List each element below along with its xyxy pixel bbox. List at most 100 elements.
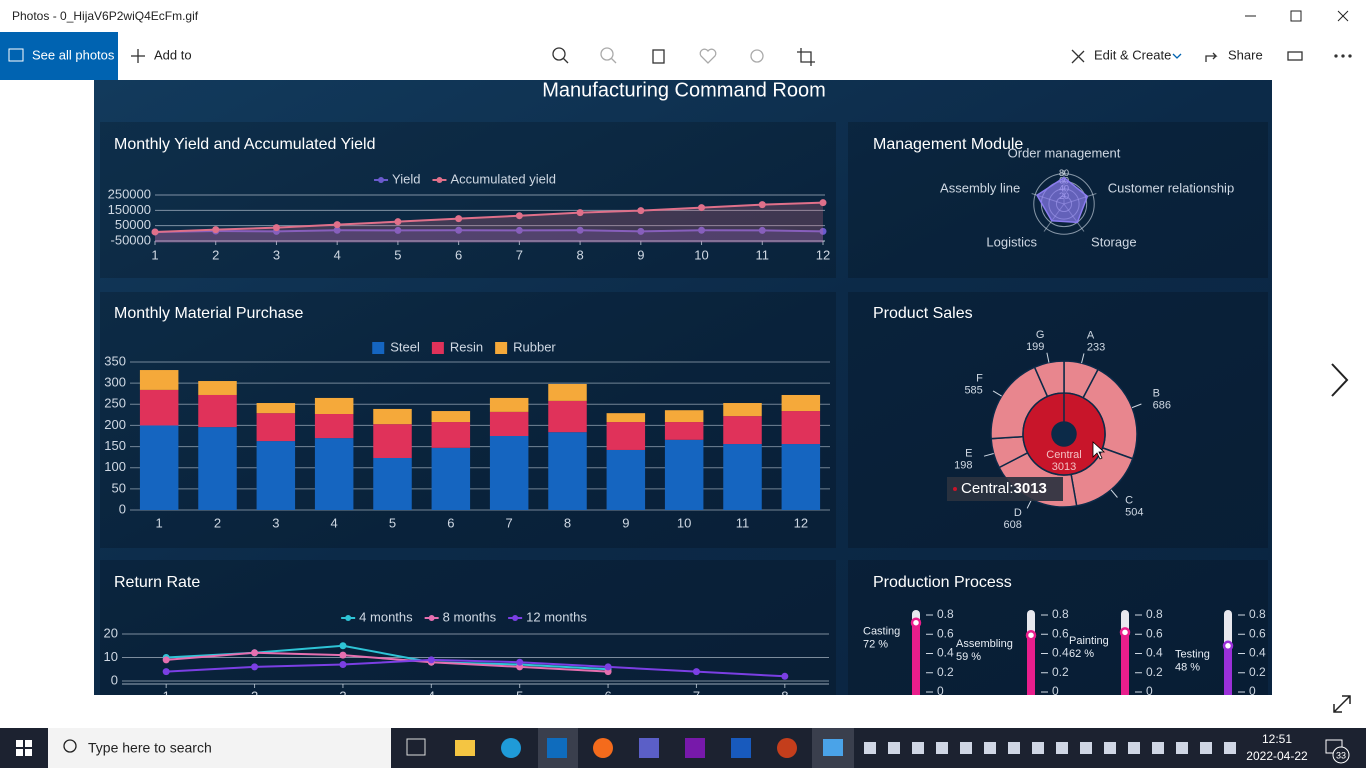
x-tick-label: 7 <box>516 247 523 262</box>
segment-value: 199 <box>1026 341 1044 353</box>
gauge-fill <box>912 622 920 695</box>
y-tick-label: 200 <box>104 417 126 432</box>
start-button[interactable] <box>16 740 32 756</box>
bar-segment <box>606 422 646 450</box>
segment-value: 233 <box>1087 342 1105 354</box>
legend-marker <box>345 615 352 621</box>
segment-value: 686 <box>1153 400 1171 412</box>
legend-swatch <box>372 342 385 354</box>
bar-segment <box>314 438 354 510</box>
segment-name: A <box>1087 330 1095 342</box>
bar-segment <box>198 427 237 510</box>
tooltip <box>947 477 1063 501</box>
search-placeholder[interactable]: Type here to search <box>88 740 212 756</box>
legend-item: Accumulated yield <box>432 171 556 186</box>
bar-segment <box>198 381 237 395</box>
gauge-tick-label: 0.2 <box>937 665 954 679</box>
bar-segment <box>489 436 529 510</box>
bar-segment <box>256 441 296 510</box>
bar-segment <box>139 425 179 510</box>
x-tick-label: 3 <box>339 688 346 703</box>
label-leader <box>1131 403 1142 409</box>
gauge-tick-label: 0.2 <box>1146 665 1163 679</box>
legend-item: Steel <box>372 339 420 354</box>
y-tick-label: 0 <box>111 672 118 687</box>
legend: Steel Resin Rubber <box>372 339 556 354</box>
bar-segment <box>723 444 762 510</box>
y-tick-label: 150000 <box>108 202 151 217</box>
gauge-tick-label: 0.2 <box>1249 665 1266 679</box>
toolbar-icons[interactable] <box>131 47 1352 66</box>
data-point <box>637 207 645 215</box>
gauge-marker <box>910 617 922 628</box>
x-tick-label: 11 <box>736 515 750 530</box>
chart-title: Return Rate <box>114 574 200 591</box>
x-tick-label: 3 <box>273 247 280 262</box>
bar-segment <box>431 447 471 510</box>
legend-item: 8 months <box>424 609 497 624</box>
segment-value: 608 <box>1003 519 1021 531</box>
gauge-tick-label: 0.4 <box>937 646 954 660</box>
segment-name: E <box>965 447 972 459</box>
edit-create-label[interactable]: Edit & Create <box>1094 47 1171 62</box>
x-tick-label: 9 <box>637 247 644 262</box>
data-point <box>515 226 523 234</box>
window-title: Photos - 0_HijaV6P2wiQ4EcFm.gif <box>12 9 199 23</box>
segment-name: B <box>1153 388 1160 400</box>
y-tick-label: 150 <box>104 438 126 453</box>
legend-label: Steel <box>390 339 420 354</box>
see-all-button[interactable] <box>0 32 118 80</box>
gauge-tick-label: 0 <box>1146 684 1153 698</box>
see-all-label[interactable]: See all photos <box>32 47 115 62</box>
search-box[interactable] <box>48 728 391 768</box>
data-point <box>758 226 766 234</box>
gauge-name: Assembling <box>956 638 1013 650</box>
bar-segment <box>489 411 529 436</box>
y-tick-label: 300 <box>104 375 126 390</box>
add-to-label[interactable]: Add to <box>154 47 192 62</box>
taskbar-apps[interactable] <box>406 728 1236 768</box>
x-tick-label: 8 <box>576 247 583 262</box>
data-point <box>516 658 524 666</box>
y-tick-label: 100 <box>104 459 126 474</box>
bar-segment <box>548 383 587 401</box>
data-point <box>698 226 706 234</box>
gauge-tick-label: 0.6 <box>937 626 954 640</box>
bar-segment <box>606 449 646 510</box>
next-arrow[interactable] <box>1331 363 1349 397</box>
bar-segment <box>664 439 704 510</box>
legend-item: Yield <box>374 171 420 186</box>
label-leader <box>1081 353 1085 364</box>
x-tick-label: 4 <box>428 688 435 703</box>
segment-name: C <box>1125 495 1133 507</box>
window-controls[interactable] <box>1245 10 1349 22</box>
legend-marker <box>436 177 443 183</box>
fullscreen-icon[interactable] <box>1333 695 1351 713</box>
cursor <box>1092 441 1106 460</box>
x-tick-label: 5 <box>389 515 396 530</box>
data-point <box>162 656 170 664</box>
share-label[interactable]: Share <box>1228 47 1263 62</box>
gauge-value: 48 % <box>1175 662 1200 674</box>
clock-time[interactable]: 12:51 <box>1262 732 1292 746</box>
data-point <box>394 226 402 234</box>
data-point <box>339 642 347 650</box>
series-line <box>166 651 609 673</box>
clock-date[interactable]: 2022-04-22 <box>1246 749 1308 763</box>
x-tick-label: 2 <box>251 688 258 703</box>
legend: 4 months 8 months 12 months <box>341 609 587 624</box>
x-tick-label: 1 <box>163 688 170 703</box>
x-tick-label: 4 <box>331 515 338 530</box>
data-point <box>333 221 341 229</box>
data-point <box>455 215 463 223</box>
x-tick-label: 1 <box>151 247 158 262</box>
data-point <box>604 663 612 671</box>
chart-title: Product Sales <box>873 305 973 322</box>
bar-segment <box>373 424 412 458</box>
y-tick-label: 50000 <box>115 217 151 232</box>
x-tick-label: 6 <box>604 688 611 703</box>
y-tick-label: 10 <box>104 649 118 664</box>
bar-segment <box>489 397 529 412</box>
center-hole <box>1052 422 1076 446</box>
